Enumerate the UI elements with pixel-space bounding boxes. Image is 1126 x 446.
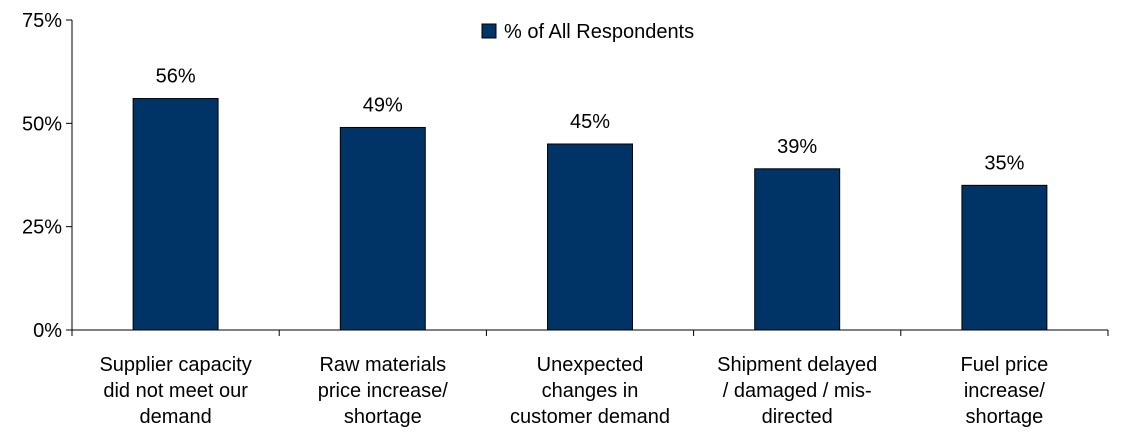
x-tick-label: Unexpected changes in customer demand [510,354,670,428]
bar [132,98,219,331]
data-label: 39% [777,136,817,158]
x-tick-label-line: Raw materials [319,354,446,376]
data-label: 35% [984,152,1024,174]
x-tick-label-line: customer demand [510,406,670,428]
bar [547,143,633,331]
x-tick-label-line: directed [762,406,833,428]
x-tick-label: Shipment delayed / damaged / mis-directed [717,354,877,428]
bar [754,168,841,331]
x-tick-label-line: Fuel price [960,354,1048,376]
legend: % of All Respondents [481,21,694,43]
y-tick-label: 25% [22,217,62,239]
y-tick-label: 75% [22,10,62,32]
bar [339,126,426,331]
x-tick-label-line: Unexpected [537,354,644,376]
x-tick-label: Supplier capacity did not meet our demand [99,354,251,428]
x-tick-label-line: shortage [344,406,422,428]
x-tick-label-line: demand [139,406,211,428]
legend-label: % of All Respondents [504,21,694,43]
bars [132,98,1048,331]
data-label: 49% [363,94,403,116]
x-tick-label-line: changes in [542,380,639,402]
x-tick-label-line: / damaged / mis- [723,380,872,402]
x-tick-label-line: did not meet our [103,380,248,402]
x-axis [71,329,1109,336]
bar [961,184,1048,331]
x-tick-label-line: Shipment delayed [717,354,877,376]
x-tick-label-line: price increase/ [318,380,449,402]
x-tick-label-line: increase/ [964,380,1046,402]
y-axis: 0% 25% 50% 75% [22,10,73,342]
data-label: 45% [570,111,610,133]
y-tick-label: 0% [33,320,62,342]
x-tick-label-line: Supplier capacity [99,354,251,376]
value-labels: 56% 49% 45% 39% 35% [156,66,1025,175]
category-labels: Supplier capacity did not meet our demand R… [99,354,1048,428]
x-tick-label: Raw materials price increase/shortage [318,354,449,428]
data-label: 56% [156,66,196,88]
y-tick-label: 50% [22,113,62,135]
x-tick-label: Fuel price increase/shortage [960,354,1048,428]
x-tick-label-line: shortage [965,406,1043,428]
legend-swatch [481,23,497,39]
